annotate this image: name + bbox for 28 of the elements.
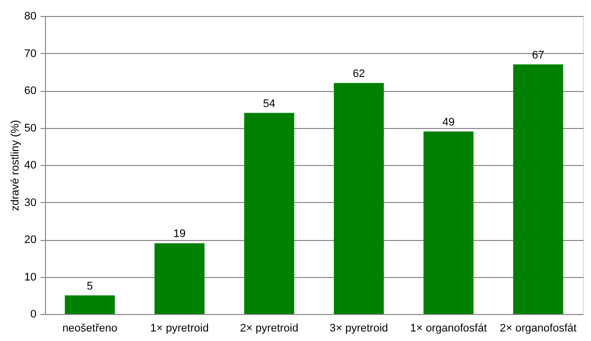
data-label: 19 (173, 228, 186, 240)
x-tick-label: neošetřeno (62, 322, 118, 334)
y-tick-label: 40 (24, 160, 36, 172)
bar (424, 131, 474, 314)
y-tick-label: 30 (24, 196, 36, 209)
y-tick-label: 70 (24, 48, 36, 60)
data-label: 49 (442, 116, 455, 128)
x-tick-label: 1× organofosfát (410, 322, 487, 334)
bar (244, 112, 294, 314)
y-axis-title: zdravé rostliny (%) (9, 120, 22, 212)
bar (154, 243, 204, 314)
y-tick-label: 60 (24, 85, 36, 97)
x-tick-label: 2× pyretroid (240, 322, 298, 334)
bar (334, 83, 384, 314)
y-tick-label: 80 (24, 10, 36, 22)
data-label: 67 (532, 49, 544, 62)
x-tick-label: 1× pyretroid (150, 322, 209, 334)
y-tick-label: 20 (24, 234, 36, 246)
bar (513, 64, 564, 314)
bar (64, 295, 115, 314)
data-label: 62 (352, 68, 365, 80)
data-label: 5 (86, 280, 93, 292)
x-tick-label: 2× organofosfát (500, 322, 577, 334)
data-label: 54 (263, 98, 276, 110)
y-tick-label: 0 (30, 308, 36, 320)
y-tick-label: 50 (24, 122, 36, 134)
y-tick-label: 10 (24, 271, 36, 284)
x-tick-label: 3× pyretroid (330, 322, 388, 334)
